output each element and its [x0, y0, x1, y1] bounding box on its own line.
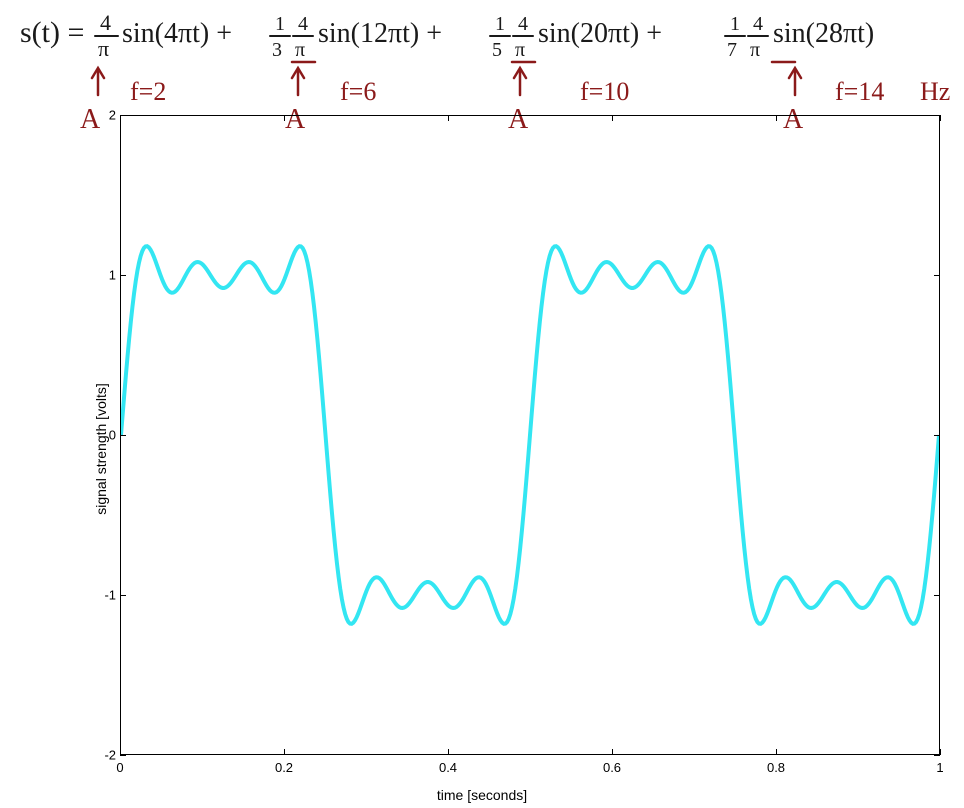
signal-path-svg: [121, 116, 939, 754]
svg-text:sin(20πt) +: sin(20πt) +: [538, 18, 662, 49]
svg-text:1: 1: [275, 13, 285, 35]
ytick-label: -1: [104, 588, 116, 603]
xtick-top: [284, 115, 285, 121]
svg-text:4: 4: [100, 10, 111, 35]
svg-text:4: 4: [518, 13, 528, 35]
ytick-right: [934, 595, 940, 596]
svg-text:sin(12πt) +: sin(12πt) +: [318, 18, 442, 49]
svg-text:4: 4: [753, 13, 763, 35]
xtick-top: [776, 115, 777, 121]
ytick-label: 1: [109, 268, 116, 283]
ytick-label: -2: [104, 748, 116, 763]
svg-text:3: 3: [272, 39, 282, 61]
xtick-top: [940, 115, 941, 121]
xtick-label: 0.6: [603, 760, 621, 775]
signal-chart: signal strength [volts] time [seconds] -…: [0, 90, 964, 808]
svg-text:s(t) =: s(t) =: [20, 16, 84, 49]
y-axis-label: signal strength [volts]: [93, 383, 109, 515]
xtick: [120, 749, 121, 755]
svg-text:4: 4: [298, 13, 308, 35]
x-axis-label: time [seconds]: [437, 787, 527, 803]
svg-text:7: 7: [727, 39, 737, 61]
xtick-top: [612, 115, 613, 121]
xtick-label: 0: [116, 760, 123, 775]
svg-text:5: 5: [492, 39, 502, 61]
svg-text:π: π: [98, 36, 109, 61]
svg-text:π: π: [295, 39, 305, 61]
xtick: [612, 749, 613, 755]
xtick-label: 0.8: [767, 760, 785, 775]
svg-text:π: π: [515, 39, 525, 61]
xtick-top: [120, 115, 121, 121]
ytick: [120, 275, 126, 276]
plot-area: [120, 115, 940, 755]
ytick-right: [934, 435, 940, 436]
ytick: [120, 755, 126, 756]
xtick-label: 0.2: [275, 760, 293, 775]
ytick-label: 2: [109, 108, 116, 123]
xtick: [448, 749, 449, 755]
svg-text:sin(4πt) +: sin(4πt) +: [122, 18, 232, 49]
svg-text:1: 1: [730, 13, 740, 35]
xtick: [284, 749, 285, 755]
ytick-label: 0: [109, 428, 116, 443]
xtick-label: 0.4: [439, 760, 457, 775]
svg-text:π: π: [750, 39, 760, 61]
ytick: [120, 595, 126, 596]
ytick: [120, 435, 126, 436]
signal-line: [121, 246, 939, 624]
xtick-top: [448, 115, 449, 121]
xtick: [776, 749, 777, 755]
xtick: [940, 749, 941, 755]
svg-text:sin(28πt): sin(28πt): [773, 18, 874, 49]
ytick-right: [934, 755, 940, 756]
xtick-label: 1: [936, 760, 943, 775]
svg-text:1: 1: [495, 13, 505, 35]
ytick-right: [934, 275, 940, 276]
